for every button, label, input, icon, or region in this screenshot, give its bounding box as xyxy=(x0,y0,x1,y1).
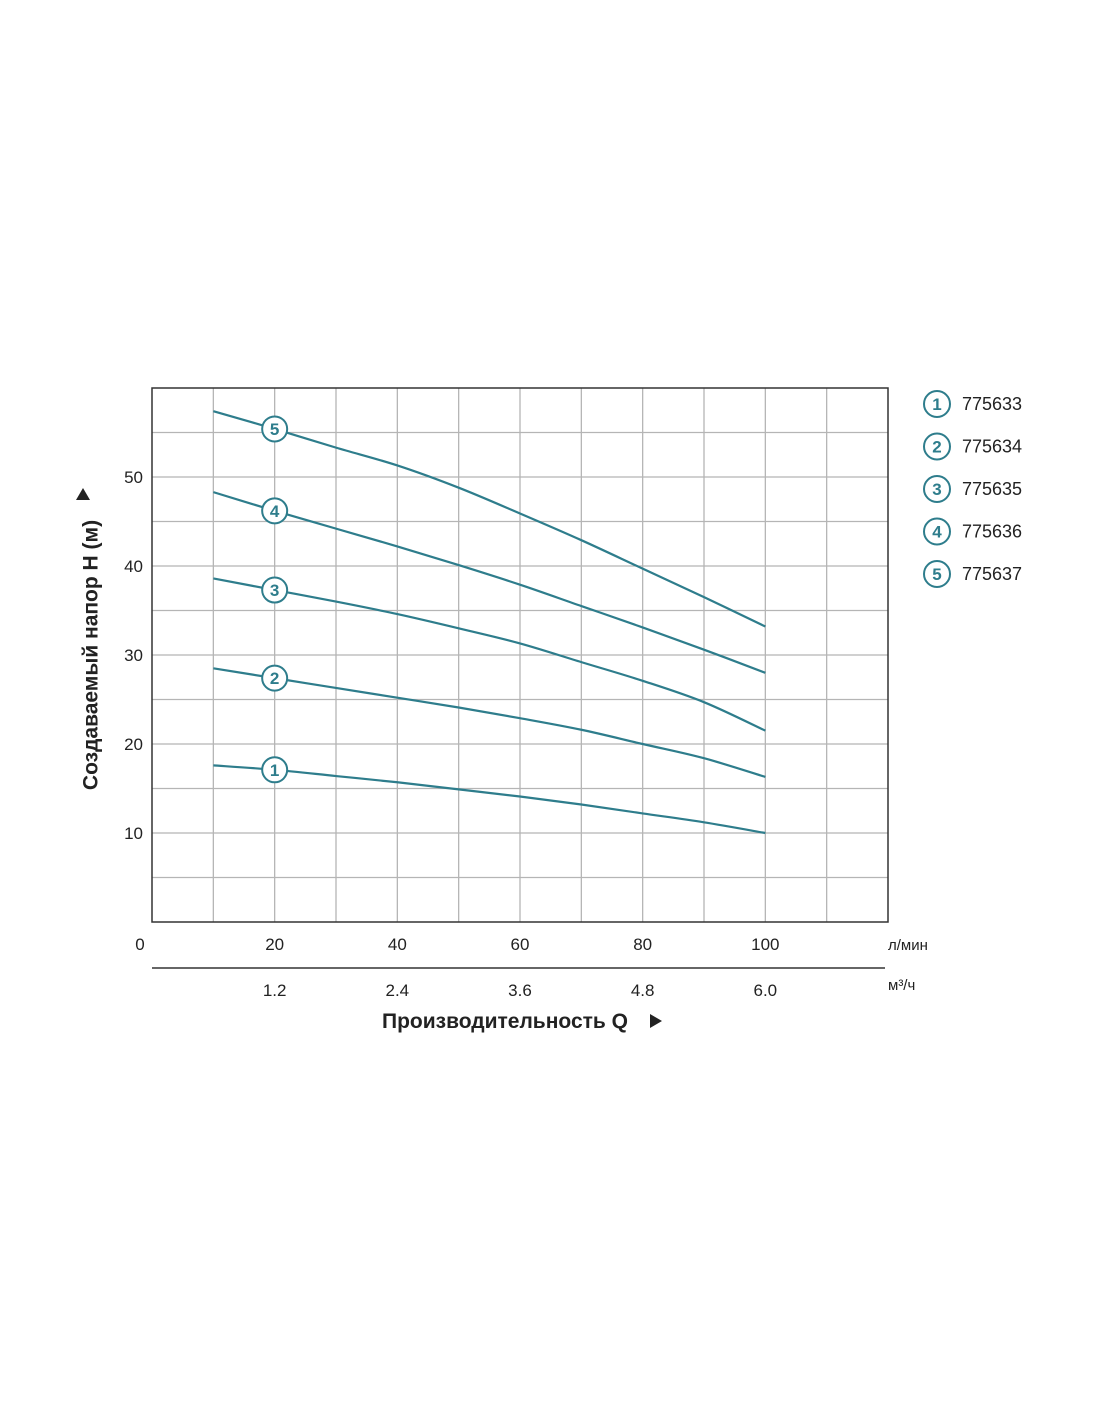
y-tick-label: 20 xyxy=(124,735,143,754)
series-marker-circle xyxy=(261,415,289,443)
legend-marker-circle xyxy=(923,517,951,546)
x2-tick-label: 6.0 xyxy=(754,981,778,1000)
legend-marker-number: 3 xyxy=(932,480,941,499)
x-axis-title: Производительность Q xyxy=(382,1010,628,1033)
series-marker-number: 5 xyxy=(270,420,279,439)
series-marker-number: 2 xyxy=(270,669,279,688)
x-tick-label: 80 xyxy=(633,935,652,954)
x2-tick-label: 2.4 xyxy=(386,981,410,1000)
plot-frame xyxy=(151,387,889,923)
series-line-775635 xyxy=(213,577,766,732)
series-marker-circle xyxy=(261,497,289,525)
legend-marker-number: 4 xyxy=(932,523,942,542)
series-marker-number: 3 xyxy=(270,581,279,600)
series-line-775633 xyxy=(213,764,766,835)
series-layer xyxy=(213,410,766,835)
legend: 1 775633 2 775634 3 775635 4 775636 5 775637 xyxy=(923,390,1022,588)
series-marker-number: 4 xyxy=(270,502,280,521)
x2-tick-label: 1.2 xyxy=(263,981,287,1000)
legend-marker-number: 1 xyxy=(932,395,941,414)
y-tick-label: 10 xyxy=(124,824,143,843)
legend-label: 775634 xyxy=(962,437,1022,457)
y-tick-label: 40 xyxy=(124,557,143,576)
x2-unit-label: м³/ч xyxy=(888,977,915,994)
x-tick-label: 40 xyxy=(388,935,407,954)
series-markers: 1 2 3 4 5 xyxy=(261,415,289,784)
x2-tick-label: 3.6 xyxy=(508,981,532,1000)
y-axis-arrow-icon xyxy=(76,488,90,500)
series-marker-number: 1 xyxy=(270,761,279,780)
legend-label: 775637 xyxy=(962,564,1022,584)
legend-label: 775636 xyxy=(962,522,1022,542)
series-line-775637 xyxy=(213,410,766,628)
x-tick-label: 60 xyxy=(511,935,530,954)
series-line-775634 xyxy=(213,667,766,778)
legend-marker-number: 2 xyxy=(932,438,941,457)
legend-marker-circle xyxy=(923,432,951,461)
x-tick-label: 100 xyxy=(751,935,779,954)
legend-marker-circle xyxy=(923,475,951,503)
legend-marker-circle xyxy=(923,560,951,588)
grid xyxy=(152,388,888,922)
series-marker-circle xyxy=(261,756,289,784)
x-axis-arrow-icon xyxy=(650,1014,662,1028)
x-tick-labels: 20 40 60 80 100 xyxy=(265,935,779,954)
y-axis-title: Создаваемый напор H (м) xyxy=(80,520,103,790)
series-marker-circle xyxy=(261,576,289,604)
x-origin-label: 0 xyxy=(135,935,144,954)
x2-tick-labels: 1.2 2.4 3.6 4.8 6.0 xyxy=(263,981,777,1000)
legend-marker-number: 5 xyxy=(932,565,941,584)
x-tick-label: 20 xyxy=(265,935,284,954)
x2-tick-label: 4.8 xyxy=(631,981,655,1000)
y-tick-label: 30 xyxy=(124,646,143,665)
series-marker-circle xyxy=(261,664,289,692)
series-line-775636 xyxy=(213,491,766,674)
legend-label: 775633 xyxy=(962,394,1022,414)
x-unit-label: л/мин xyxy=(888,937,928,954)
y-tick-labels: 10 20 30 40 50 xyxy=(124,468,143,843)
legend-label: 775635 xyxy=(962,479,1022,499)
legend-marker-circle xyxy=(923,390,951,418)
y-tick-label: 50 xyxy=(124,468,143,487)
